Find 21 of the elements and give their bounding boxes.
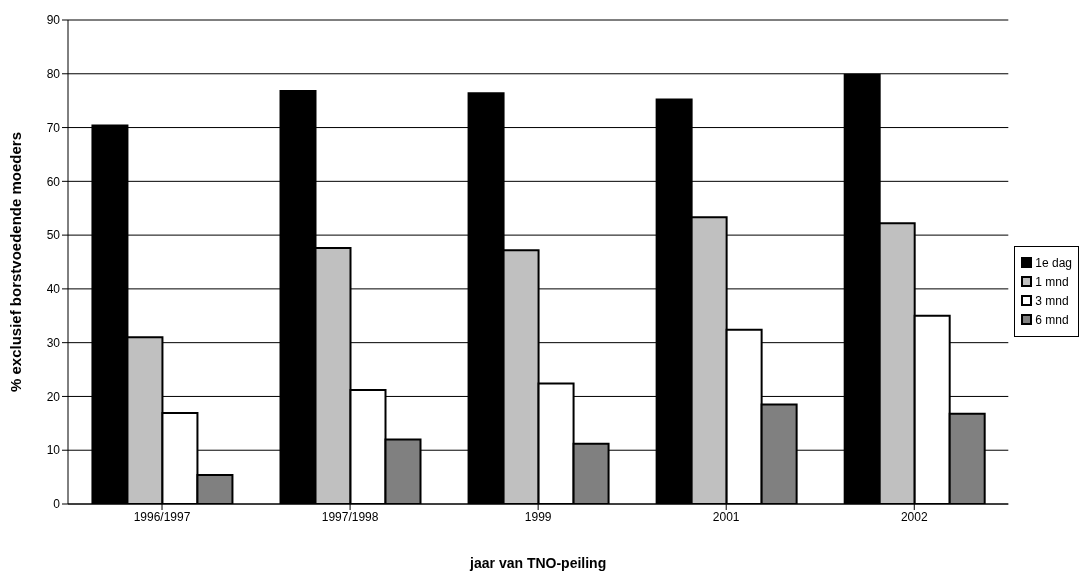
y-tick-label: 60: [46, 174, 61, 189]
y-tick-label: 70: [46, 120, 61, 135]
x-tick-label: 1996/1997: [133, 509, 191, 524]
y-tick-label: 30: [46, 335, 61, 350]
x-tick-label: 1997/1998: [321, 509, 379, 524]
x-axis-title: jaar van TNO-peiling: [469, 555, 607, 571]
y-tick-label: 40: [46, 282, 61, 297]
y-axis-title: % exclusief borstvoedende moeders: [7, 131, 25, 393]
y-tick-label: 20: [46, 389, 61, 404]
legend-label: 3 mnd: [1035, 293, 1069, 308]
y-tick-label: 10: [46, 443, 61, 458]
legend-label: 1 mnd: [1035, 274, 1069, 289]
y-tick-label: 0: [53, 497, 61, 512]
y-tick-label: 90: [46, 13, 61, 28]
x-tick-label: 1999: [524, 509, 552, 524]
y-tick-label: 50: [46, 228, 61, 243]
legend-label: 6 mnd: [1035, 312, 1069, 327]
x-tick-label: 2001: [712, 509, 740, 524]
legend-label: 1e dag: [1035, 255, 1072, 270]
x-tick-label: 2002: [900, 509, 928, 524]
y-tick-label: 80: [46, 67, 61, 82]
